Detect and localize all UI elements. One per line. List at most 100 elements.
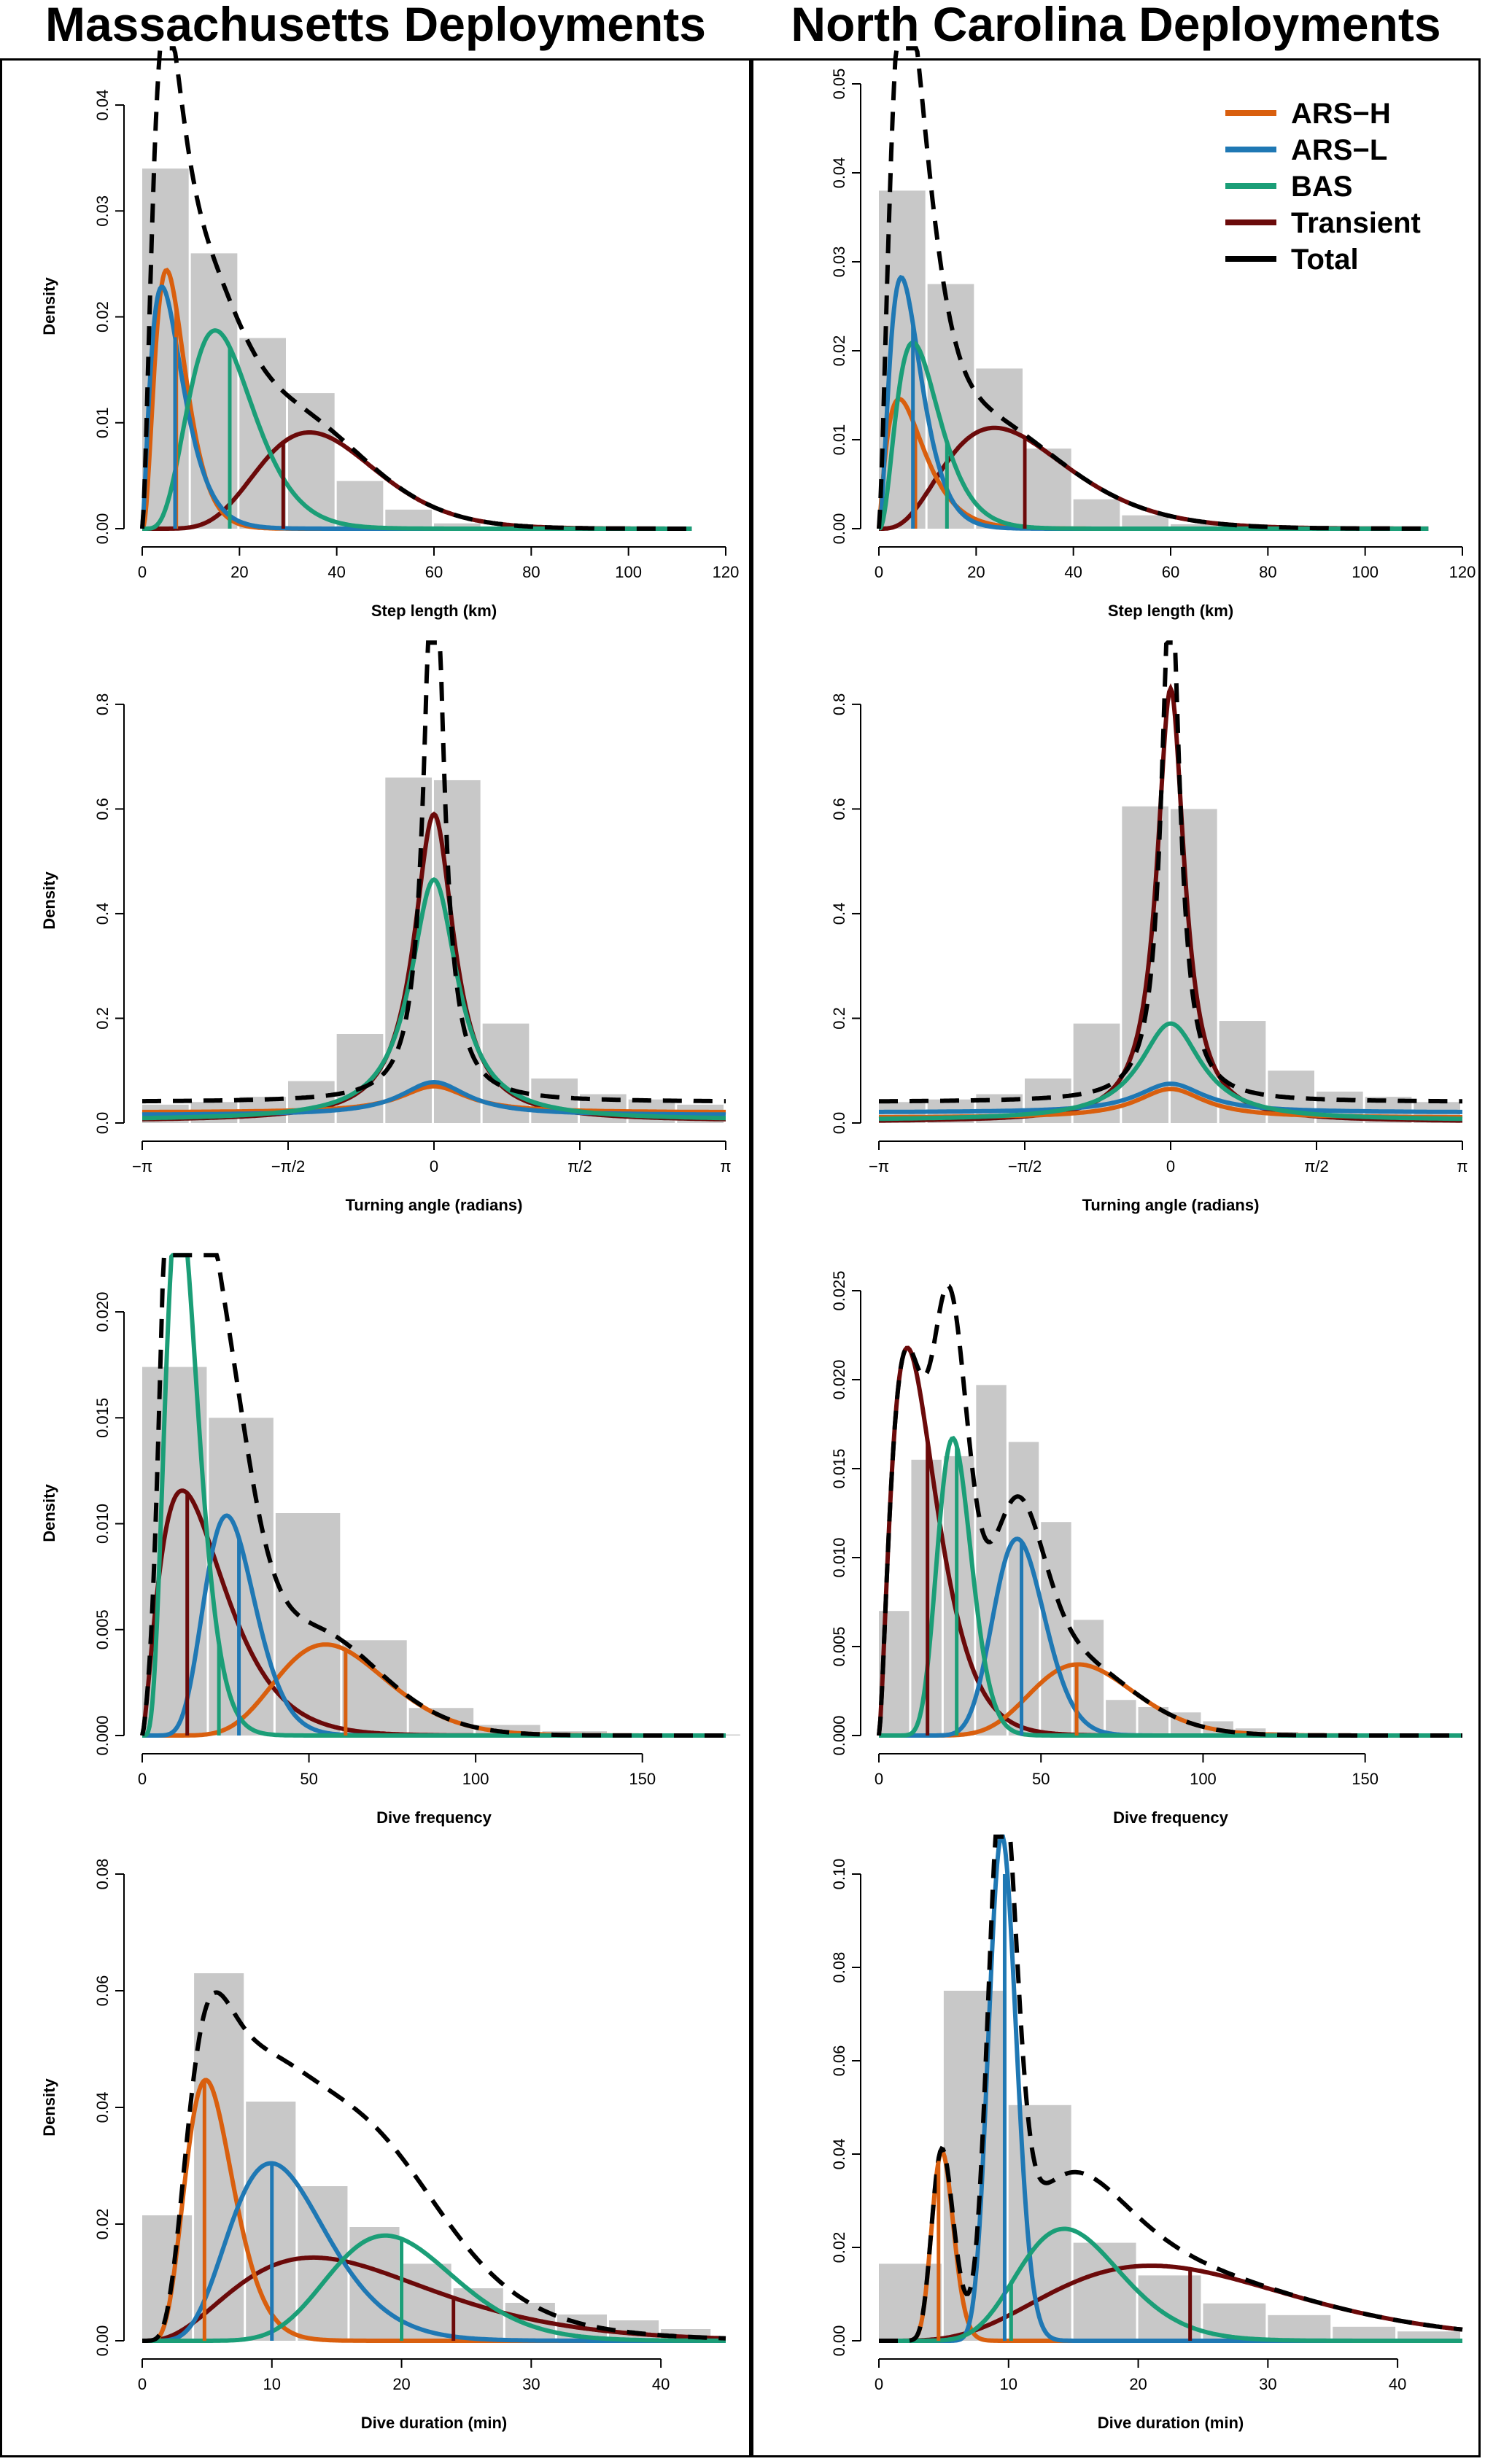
legend-item-bas: BAS	[1225, 171, 1352, 203]
y-tick-label: 0.8	[93, 693, 112, 716]
y-tick-label: 0.04	[830, 2139, 848, 2170]
y-tick-label: 0.04	[830, 158, 848, 189]
y-tick-label: 0.01	[93, 407, 112, 438]
y-tick-label: 0.06	[93, 1975, 112, 2007]
x-tick-label: 100	[615, 563, 642, 581]
ma-dive-frequency-chart: 0 50 100 150 Dive frequency 0.000 0.005 0.010 0.…	[40, 1253, 740, 1827]
bas-density-curve	[142, 877, 726, 1121]
y-tick-label: 0.04	[93, 90, 112, 121]
y-axis-label: Density	[40, 277, 58, 335]
y-tick-label: 0.02	[830, 2232, 848, 2263]
y-tick-label: 0.005	[830, 1626, 848, 1666]
x-tick-label: −π	[132, 1157, 152, 1175]
x-tick-label: 0	[875, 563, 883, 581]
x-axis-label: Dive frequency	[376, 1808, 492, 1827]
x-tick-label: 0	[138, 563, 147, 581]
total-density-curve	[877, 46, 1429, 531]
x-tick-label: −π/2	[271, 1157, 305, 1175]
x-tick-label: 120	[1449, 563, 1476, 581]
histogram-bar	[408, 1708, 474, 1736]
y-tick-label: 0.02	[93, 301, 112, 333]
x-tick-label: 0	[875, 1770, 883, 1788]
x-tick-label: 150	[1352, 1770, 1379, 1788]
histogram-bar	[1171, 524, 1217, 529]
y-tick-label: 0.06	[830, 2045, 848, 2077]
x-tick-label: 60	[1162, 563, 1179, 581]
x-tick-label: 150	[629, 1770, 656, 1788]
y-tick-label: 0.015	[830, 1448, 848, 1488]
x-tick-label: 0	[875, 2375, 883, 2393]
total-density-curve	[142, 1990, 726, 2343]
y-tick-label: 0.015	[93, 1398, 112, 1438]
bas-density-curve	[879, 1436, 1462, 1738]
x-tick-label: 40	[327, 563, 345, 581]
histogram-bar	[1008, 1442, 1039, 1736]
y-tick-label: 0.00	[93, 2325, 112, 2357]
north-carolina-panel-frame	[751, 58, 1481, 2457]
x-axis-label: Dive frequency	[1113, 1808, 1228, 1827]
x-tick-label: 100	[1190, 1770, 1217, 1788]
x-tick-label: π	[720, 1157, 731, 1175]
histogram-bar	[976, 368, 1023, 529]
histogram-bar	[1122, 515, 1168, 529]
x-tick-label: 10	[263, 2375, 281, 2393]
histogram-bar	[194, 1973, 244, 2341]
right-column-title: North Carolina Deployments	[791, 0, 1441, 51]
legend-item-ars-h: ARS−H	[1225, 98, 1391, 130]
x-tick-label: π/2	[567, 1157, 592, 1175]
y-tick-label: 0.000	[830, 1715, 848, 1755]
y-tick-label: 0.00	[830, 2325, 848, 2357]
nc-turn-chart: −π −π/2 0 π/2 π Turning angle (radians) 0.0 0.2…	[830, 640, 1468, 1214]
y-axis-label: Density	[40, 871, 58, 930]
total-density-curve	[879, 1834, 1463, 2343]
bas-density-curve	[878, 1021, 1463, 1122]
ma-step-chart: 0 20 40 60 80 100 120 Step length (km) 0.00 0.01 0…	[40, 46, 739, 620]
histogram-bar	[879, 2263, 942, 2341]
y-tick-label: 0.010	[93, 1504, 112, 1544]
x-tick-label: 20	[1129, 2375, 1147, 2393]
y-tick-label: 0.00	[93, 513, 112, 545]
y-tick-label: 0.05	[830, 69, 848, 100]
x-tick-label: 80	[1259, 563, 1276, 581]
x-tick-label: 50	[300, 1770, 317, 1788]
y-tick-label: 0.02	[93, 2209, 112, 2240]
x-axis-label: Step length (km)	[371, 602, 497, 620]
histogram-bar	[1073, 499, 1120, 529]
y-tick-label: 0.00	[830, 513, 848, 545]
y-tick-label: 0.6	[93, 798, 112, 820]
x-tick-label: 20	[967, 563, 985, 581]
x-axis-label: Turning angle (radians)	[1082, 1196, 1260, 1214]
legend-label-ars-h: ARS−H	[1291, 98, 1391, 130]
x-tick-label: 0	[138, 2375, 147, 2393]
bas-density-curve	[142, 328, 692, 531]
y-tick-label: 0.020	[830, 1359, 848, 1399]
total-density-curve	[140, 1253, 726, 1738]
x-tick-label: 30	[1259, 2375, 1276, 2393]
histogram-bar	[943, 1456, 974, 1736]
legend-label-transient: Transient	[1291, 207, 1421, 239]
x-axis-label: Turning angle (radians)	[346, 1196, 523, 1214]
y-axis-label: Density	[40, 2078, 58, 2137]
y-tick-label: 0.2	[93, 1007, 112, 1030]
histogram-bar	[434, 523, 481, 529]
x-tick-label: 30	[522, 2375, 540, 2393]
histogram-bar	[1106, 1700, 1136, 1736]
bas-density-curve	[879, 2226, 1462, 2343]
y-tick-label: 0.04	[93, 2092, 112, 2123]
y-tick-label: 0.010	[830, 1537, 848, 1577]
x-tick-label: π/2	[1304, 1157, 1329, 1175]
x-tick-label: 20	[230, 563, 248, 581]
y-tick-label: 0.03	[830, 246, 848, 278]
histogram-bar	[1397, 2331, 1460, 2341]
y-tick-label: 0.08	[93, 1859, 112, 1890]
y-tick-label: 0.10	[830, 1859, 848, 1890]
histogram-bar	[401, 2263, 451, 2341]
bas-density-curve	[877, 340, 1429, 531]
y-tick-label: 0.0	[93, 1112, 112, 1135]
y-tick-label: 0.4	[93, 903, 112, 925]
histogram-bar	[336, 481, 384, 529]
y-tick-label: 0.4	[830, 903, 848, 925]
nc-dive-duration-chart: 0 10 20 30 40 Dive duration (min) 0.00 0.02 0.04…	[830, 1834, 1463, 2432]
y-tick-label: 0.6	[830, 798, 848, 820]
histogram-bar	[531, 1079, 578, 1123]
